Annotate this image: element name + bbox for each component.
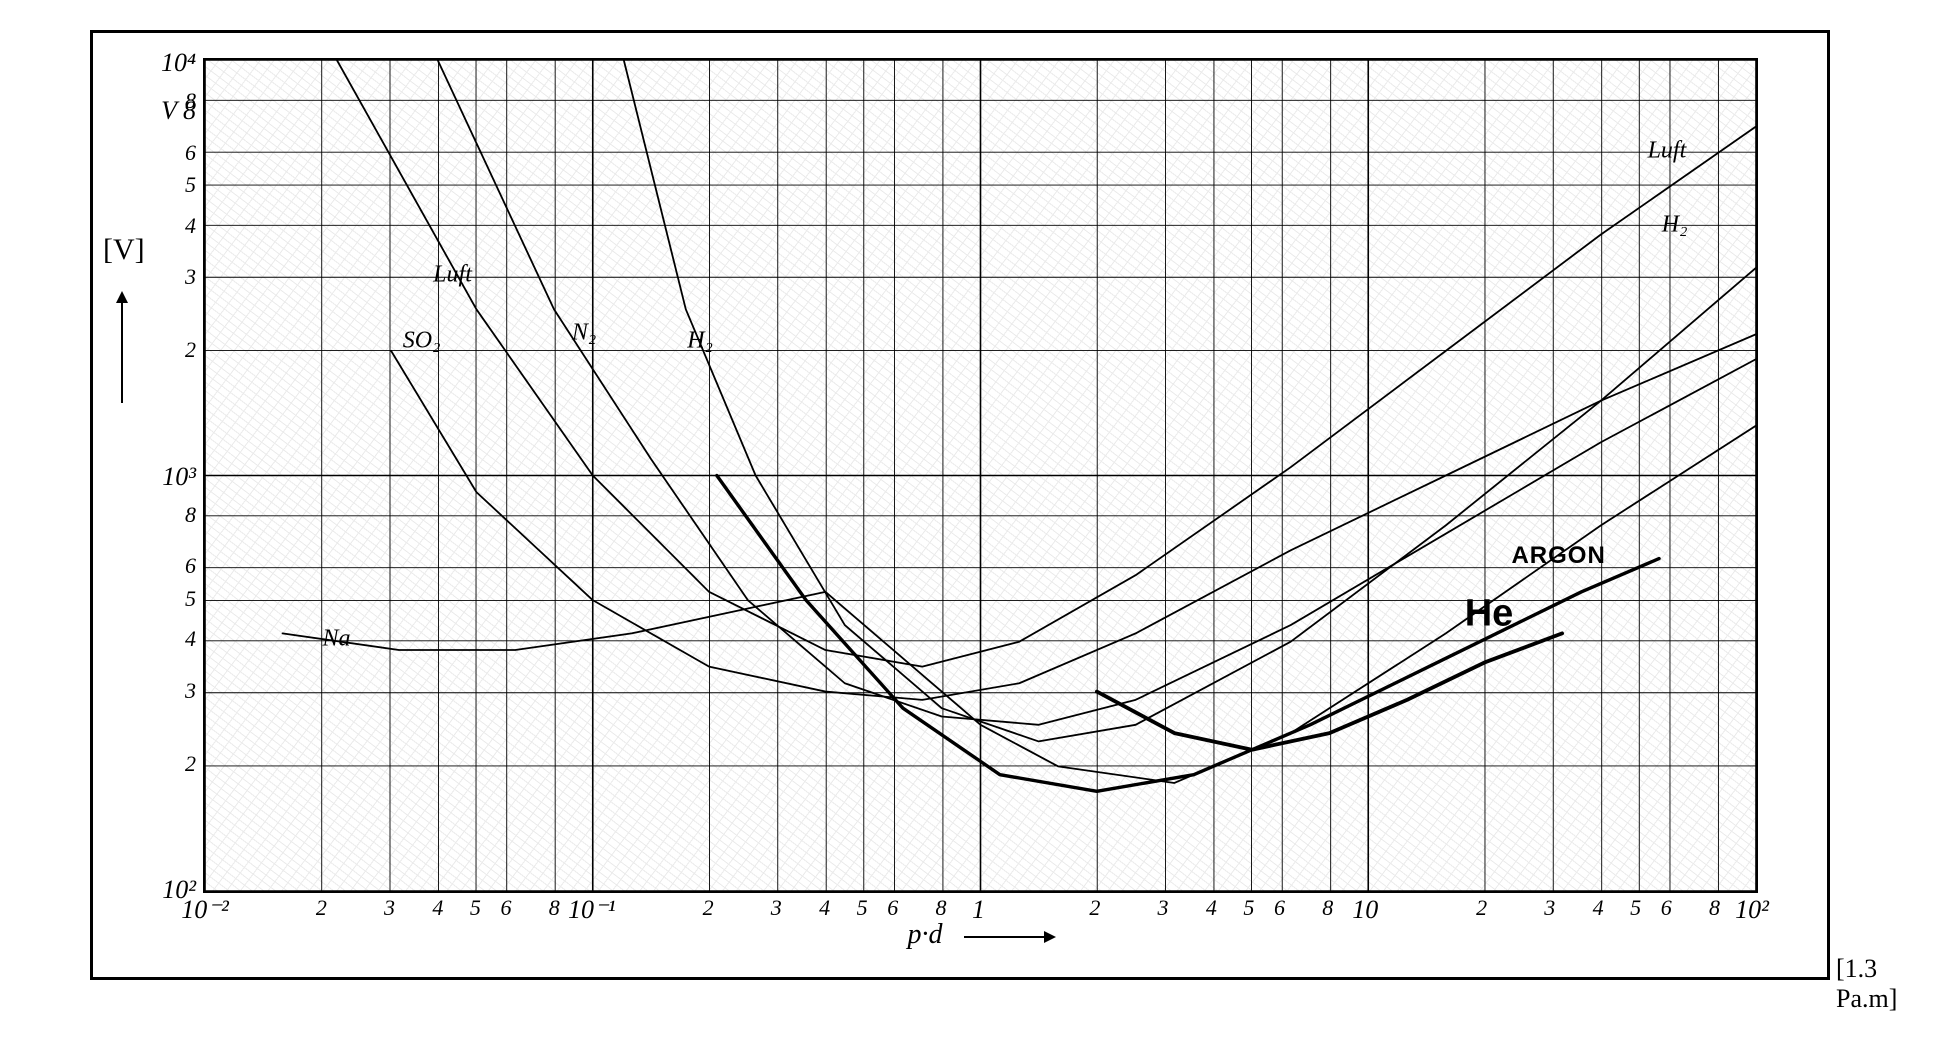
y-tick: 2	[106, 751, 196, 777]
series-label-He: He	[1465, 593, 1514, 636]
y-tick: 5	[106, 172, 196, 198]
y-tick: 6	[106, 553, 196, 579]
x-tick: 6	[500, 891, 511, 921]
x-tick: 10	[1352, 891, 1378, 925]
x-tick: 3	[1158, 891, 1169, 921]
x-tick: 10⁻¹	[568, 891, 616, 925]
series-label-Na: Na	[322, 625, 350, 652]
x-tick: 8	[1322, 891, 1333, 921]
x-tick: 2	[1476, 891, 1487, 921]
y-tick: 4	[106, 626, 196, 652]
x-tick: 10⁻²	[181, 891, 229, 925]
x-axis-arrow-icon	[964, 936, 1054, 938]
x-tick: 3	[771, 891, 782, 921]
x-tick: 5	[1630, 891, 1641, 921]
x-tick: 6	[887, 891, 898, 921]
x-tick: 8	[549, 891, 560, 921]
x-tick: 1	[972, 891, 985, 925]
series-label-N2: N₂	[572, 319, 596, 346]
x-tick: 4	[819, 891, 830, 921]
y-tick: 10⁴	[106, 48, 196, 78]
x-axis-unit: [1.3 Pa.m]	[1836, 954, 1934, 1014]
x-tick: 4	[432, 891, 443, 921]
x-tick: 6	[1274, 891, 1285, 921]
series-label-Luft: Luft	[1648, 137, 1687, 164]
series-label-H2: H₂	[1662, 212, 1688, 239]
y-tick: 5	[106, 586, 196, 612]
grid-lines	[205, 60, 1756, 891]
y-tick: 8	[106, 502, 196, 528]
y-tick: 6	[106, 140, 196, 166]
x-tick: 4	[1206, 891, 1217, 921]
x-tick: 4	[1593, 891, 1604, 921]
x-tick: 5	[470, 891, 481, 921]
y-tick: 3	[106, 678, 196, 704]
x-tick: 5	[857, 891, 868, 921]
x-tick: 8	[936, 891, 947, 921]
y-tick: 3	[106, 264, 196, 290]
x-tick: 6	[1661, 891, 1672, 921]
x-tick: 2	[316, 891, 327, 921]
x-tick: 10²	[1735, 891, 1769, 925]
x-tick: 8	[1709, 891, 1720, 921]
x-tick: 5	[1243, 891, 1254, 921]
x-tick: 2	[1089, 891, 1100, 921]
series-label-SO2: SO₂	[403, 328, 441, 355]
y-tick: 2	[106, 337, 196, 363]
plot-area: V 8 p·d LuftLuftSO₂N₂H₂H₂NaARGONHe10²234…	[203, 58, 1758, 893]
y-tick: 8	[106, 88, 196, 114]
y-tick: 4	[106, 213, 196, 239]
series-label-Luft: Luft	[433, 262, 472, 289]
x-tick: 3	[1544, 891, 1555, 921]
series-label-H2: H₂	[687, 328, 713, 355]
chart-frame: [V] V 8 p·d LuftLuftSO₂N₂H₂H₂NaARGONHe10…	[90, 30, 1830, 980]
x-tick: 2	[703, 891, 714, 921]
series-label-ARGON: ARGON	[1511, 542, 1605, 570]
x-tick: 3	[384, 891, 395, 921]
x-axis-text: p·d	[908, 919, 943, 950]
y-tick: 10³	[106, 462, 196, 492]
